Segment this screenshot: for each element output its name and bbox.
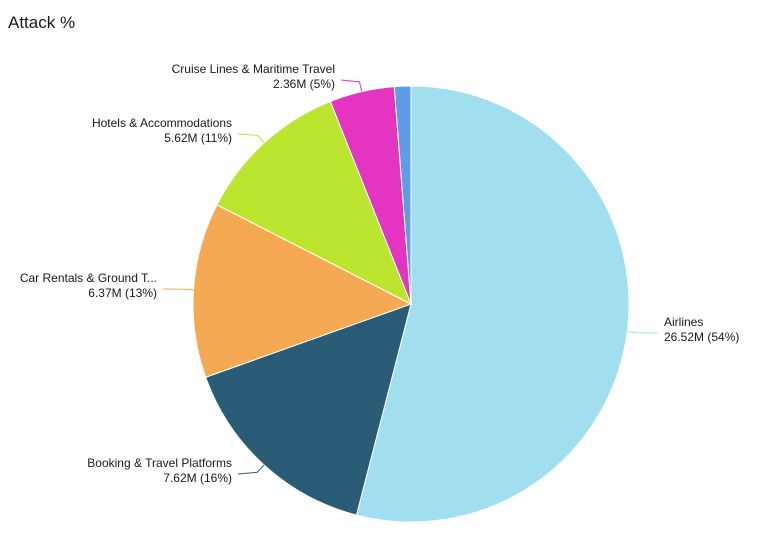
slice-label-name: Cruise Lines & Maritime Travel — [172, 62, 335, 76]
pie-slice-car-rentals-ground-transportation[interactable] — [192, 204, 413, 378]
leader-line — [237, 133, 265, 144]
pie-slice-hotels-accommodations[interactable] — [216, 100, 412, 306]
pie-slice-other[interactable] — [393, 85, 412, 305]
slice-label-value: 2.36M (5%) — [273, 77, 335, 91]
slice-label-name: Car Rentals & Ground T... — [20, 271, 157, 285]
slice-label-value: 26.52M (54%) — [664, 330, 739, 344]
leader-line — [627, 330, 659, 334]
pie-slice-booking-travel-platforms[interactable] — [205, 303, 412, 516]
leader-line — [340, 79, 363, 92]
slice-label-value: 5.62M (11%) — [164, 131, 232, 145]
slice-label-name: Airlines — [664, 315, 703, 329]
chart-title: Attack % — [8, 13, 76, 32]
leader-line — [237, 464, 265, 475]
pie-slice-airlines[interactable] — [355, 85, 630, 523]
slice-label-value: 6.37M (13%) — [88, 286, 157, 300]
slice-label-value: 7.62M (16%) — [163, 471, 232, 485]
slice-label-name: Hotels & Accommodations — [92, 116, 232, 130]
leader-line — [162, 288, 194, 291]
slice-label-name: Booking & Travel Platforms — [87, 456, 232, 470]
